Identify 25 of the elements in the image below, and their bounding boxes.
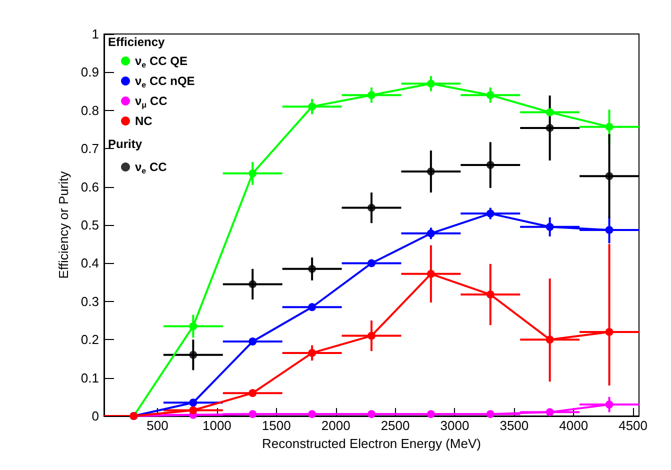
x-tick-label: 1500 bbox=[262, 418, 291, 433]
legend-title: Efficiency bbox=[108, 35, 166, 49]
y-tick-label: 0 bbox=[92, 408, 99, 424]
x-tick-label: 2500 bbox=[380, 418, 410, 433]
y-tick-label: 0.6 bbox=[80, 179, 99, 194]
y-tick-label: 0.9 bbox=[80, 64, 99, 80]
y-tick-label: 0.8 bbox=[80, 102, 99, 118]
x-tick-label: 1000 bbox=[202, 418, 232, 433]
y-tick-label: 0.4 bbox=[80, 256, 99, 271]
y-tick-label: 1 bbox=[92, 26, 99, 42]
annotation: Purity bbox=[108, 137, 142, 151]
x-axis-title: Reconstructed Electron Energy (MeV) bbox=[262, 436, 481, 451]
x-tick-label: 4000 bbox=[559, 418, 588, 433]
y-tick-label: 0.5 bbox=[80, 218, 99, 232]
x-tick-label: 3000 bbox=[440, 418, 470, 433]
x-tick-label: 3500 bbox=[500, 418, 529, 433]
x-tick-label: 4500 bbox=[618, 418, 648, 433]
y-axis-title: Efficiency or Purity bbox=[56, 170, 71, 279]
y-tick-label: 0.7 bbox=[80, 141, 99, 156]
y-tick-label: 0.2 bbox=[80, 332, 99, 348]
x-tick-label: 500 bbox=[146, 418, 168, 433]
y-tick-label: 0.3 bbox=[80, 294, 99, 309]
x-tick-label: 2000 bbox=[321, 418, 350, 433]
y-tick-label: 0.1 bbox=[80, 370, 99, 386]
legend-label: NC bbox=[135, 114, 153, 128]
